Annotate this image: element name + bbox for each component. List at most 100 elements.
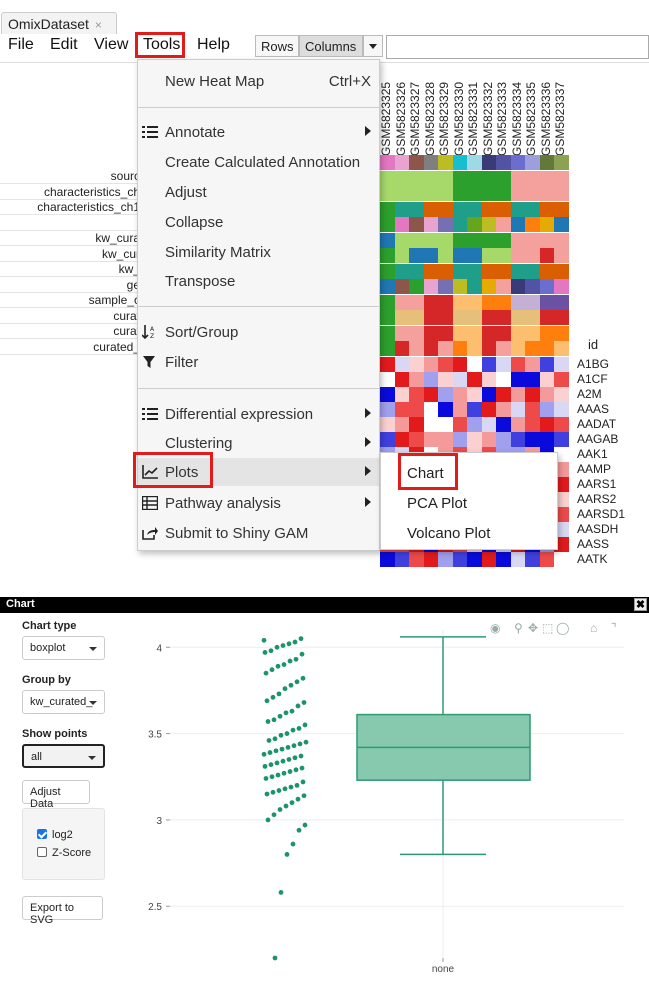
- heatmap-cell[interactable]: [467, 402, 482, 417]
- heatmap-cell[interactable]: [496, 552, 511, 567]
- column-header[interactable]: GSM5823325: [379, 78, 394, 156]
- heatmap-cell[interactable]: [467, 372, 482, 387]
- annotation-cell[interactable]: [481, 248, 496, 263]
- camera-icon[interactable]: ◉: [490, 621, 501, 635]
- annotation-cell[interactable]: [438, 310, 453, 325]
- annotation-cell[interactable]: [539, 310, 554, 325]
- annotation-cell[interactable]: [380, 155, 395, 170]
- annotation-cell[interactable]: [452, 294, 467, 310]
- annotation-cell[interactable]: [539, 279, 554, 294]
- annotation-cell[interactable]: [481, 201, 496, 217]
- heatmap-cell[interactable]: [438, 387, 453, 402]
- annotation-cell[interactable]: [554, 310, 569, 325]
- menu-item-pathway[interactable]: Pathway analysis: [138, 489, 379, 517]
- annotation-cell[interactable]: [496, 248, 511, 263]
- toggle-dropdown[interactable]: [363, 35, 383, 57]
- column-header[interactable]: GSM5823337: [553, 78, 568, 156]
- annotation-cell[interactable]: [481, 341, 496, 356]
- heatmap-cell[interactable]: [394, 552, 409, 567]
- annotation-cell[interactable]: [481, 232, 496, 248]
- pan-icon[interactable]: ✥: [528, 621, 539, 635]
- annotation-cell[interactable]: [423, 325, 438, 341]
- heatmap-cell[interactable]: [539, 417, 554, 432]
- lasso-icon[interactable]: ◯: [556, 621, 570, 635]
- column-header[interactable]: GSM5823335: [524, 78, 539, 156]
- heatmap-cell[interactable]: [467, 552, 482, 567]
- column-header[interactable]: GSM5823327: [408, 78, 423, 156]
- heatmap-cell[interactable]: [510, 402, 525, 417]
- show-points-select[interactable]: all: [22, 744, 105, 768]
- annotation-cell[interactable]: [452, 263, 467, 279]
- heatmap-cell[interactable]: [496, 372, 511, 387]
- annotation-cell[interactable]: [467, 155, 482, 170]
- search-input[interactable]: [386, 35, 649, 59]
- heatmap-cell[interactable]: [380, 432, 395, 447]
- menu-item-collapse[interactable]: Collapse: [138, 208, 379, 236]
- heatmap-cell[interactable]: [539, 432, 554, 447]
- annotation-cell[interactable]: [467, 310, 482, 325]
- heatmap-cell[interactable]: [423, 372, 438, 387]
- annotation-cell[interactable]: [539, 217, 554, 232]
- annotation-cell[interactable]: [394, 248, 409, 263]
- heatmap-cell[interactable]: [467, 417, 482, 432]
- annotation-cell[interactable]: [467, 263, 482, 279]
- heatmap-cell[interactable]: [525, 357, 540, 372]
- heatmap-cell[interactable]: [380, 372, 395, 387]
- annotation-cell[interactable]: [525, 186, 540, 201]
- heatmap-cell[interactable]: [525, 372, 540, 387]
- menu-item-new-heat-map[interactable]: New Heat Map Ctrl+X: [138, 67, 379, 95]
- annotation-cell[interactable]: [423, 341, 438, 356]
- annotation-cell[interactable]: [525, 279, 540, 294]
- annotation-cell[interactable]: [409, 170, 424, 186]
- row-id[interactable]: AATK: [577, 552, 608, 566]
- annotation-cell[interactable]: [452, 341, 467, 356]
- heatmap-cell[interactable]: [452, 357, 467, 372]
- annotation-cell[interactable]: [554, 170, 569, 186]
- annotation-cell[interactable]: [496, 294, 511, 310]
- annotation-cell[interactable]: [554, 341, 569, 356]
- annotation-cell[interactable]: [539, 201, 554, 217]
- annotation-cell[interactable]: [525, 325, 540, 341]
- menu-edit[interactable]: Edit: [50, 36, 78, 53]
- row-id[interactable]: AAK1: [577, 447, 608, 461]
- heatmap-cell[interactable]: [409, 357, 424, 372]
- annotation-cell[interactable]: [380, 325, 395, 341]
- heatmap-cell[interactable]: [554, 357, 569, 372]
- heatmap-cell[interactable]: [380, 387, 395, 402]
- row-id[interactable]: AARSD1: [577, 507, 626, 521]
- checkbox-unchecked[interactable]: [37, 847, 47, 857]
- heatmap-cell[interactable]: [496, 402, 511, 417]
- annotation-cell[interactable]: [438, 186, 453, 201]
- annotation-cell[interactable]: [438, 341, 453, 356]
- annotation-cell[interactable]: [510, 341, 525, 356]
- log2-checkbox[interactable]: log2: [37, 829, 73, 841]
- heatmap-cell[interactable]: [525, 432, 540, 447]
- annotation-cell[interactable]: [380, 341, 395, 356]
- column-header[interactable]: GSM5823331: [466, 78, 481, 156]
- column-header[interactable]: GSM5823332: [481, 78, 496, 156]
- heatmap-cell[interactable]: [467, 432, 482, 447]
- box-select-icon[interactable]: ⬚: [542, 621, 554, 635]
- annotation-cell[interactable]: [438, 232, 453, 248]
- annotation-cell[interactable]: [481, 170, 496, 186]
- annotation-cell[interactable]: [496, 155, 511, 170]
- annotation-cell[interactable]: [394, 201, 409, 217]
- heatmap-cell[interactable]: [409, 402, 424, 417]
- heatmap-cell[interactable]: [481, 417, 496, 432]
- annotation-cell[interactable]: [525, 217, 540, 232]
- annotation-cell[interactable]: [510, 248, 525, 263]
- annotation-cell[interactable]: [409, 294, 424, 310]
- annotation-cell[interactable]: [496, 170, 511, 186]
- row-id[interactable]: A2M: [577, 387, 602, 401]
- heatmap-cell[interactable]: [380, 402, 395, 417]
- row-id[interactable]: AAAS: [577, 402, 610, 416]
- heatmap-cell[interactable]: [510, 357, 525, 372]
- heatmap-cell[interactable]: [539, 387, 554, 402]
- heatmap-cell[interactable]: [481, 372, 496, 387]
- heatmap-cell[interactable]: [438, 432, 453, 447]
- annotation-cell[interactable]: [438, 155, 453, 170]
- annotation-cell[interactable]: [409, 155, 424, 170]
- annotation-cell[interactable]: [438, 294, 453, 310]
- menu-item-similarity[interactable]: Similarity Matrix: [138, 238, 379, 266]
- row-id[interactable]: AAMP: [577, 462, 612, 476]
